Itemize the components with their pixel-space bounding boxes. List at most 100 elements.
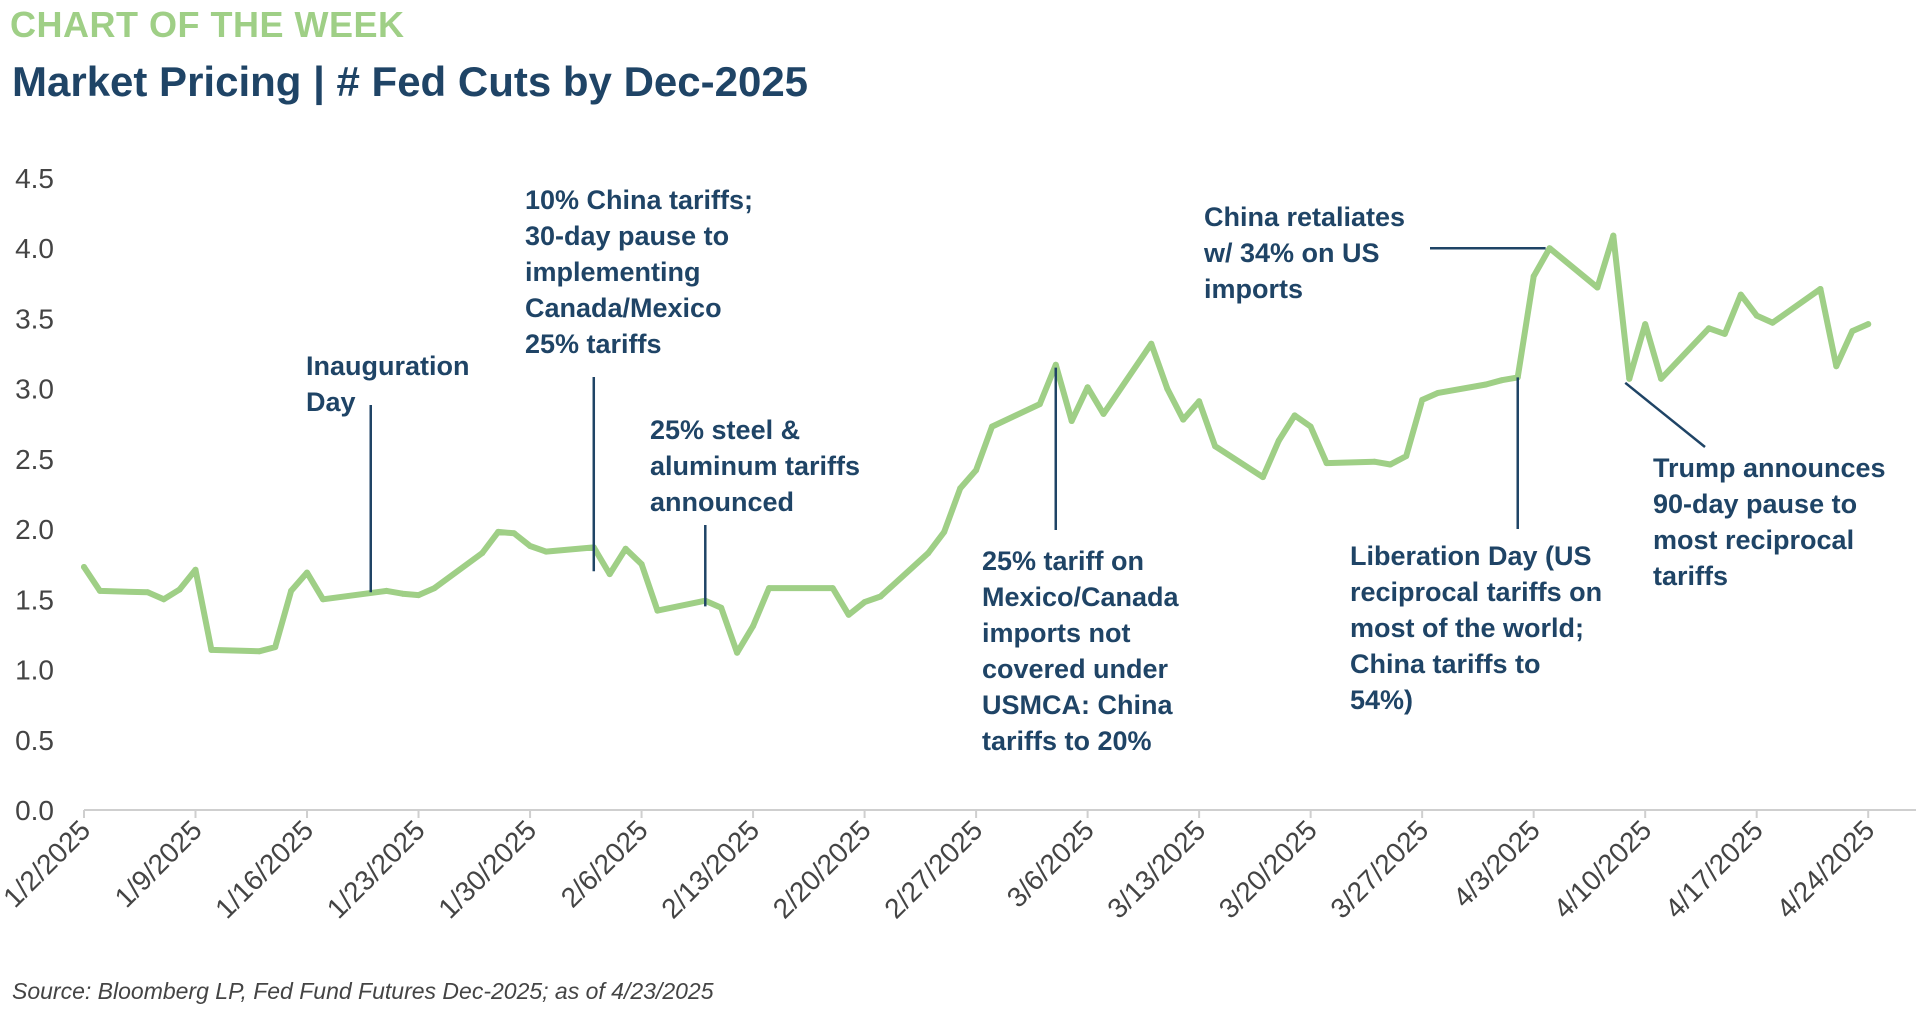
data-point [1498, 377, 1505, 384]
data-point [1291, 412, 1298, 419]
data-point [1435, 389, 1442, 396]
chart-annotations: Inauguration Day 10% China tariffs; 30-day … [306, 185, 1886, 756]
annotation-line: imports [1204, 274, 1303, 304]
data-point [383, 587, 390, 594]
data-point [1148, 340, 1155, 347]
data-point [1180, 416, 1187, 423]
data-point [1546, 245, 1553, 252]
x-tick-label: 1/2/2025 [0, 814, 96, 913]
annotation-line: 25% tariffs [525, 329, 662, 359]
x-tick-label: 1/16/2025 [209, 814, 319, 924]
data-point [1259, 474, 1266, 481]
data-point [256, 648, 263, 655]
annotation-line: imports not [982, 618, 1131, 648]
data-point [304, 569, 310, 576]
data-point [861, 599, 868, 606]
data-point [766, 585, 772, 592]
y-tick-label: 0.5 [15, 725, 54, 756]
data-point [1036, 401, 1043, 408]
data-point [1642, 321, 1649, 328]
annotation-line: Liberation Day (US [1350, 541, 1592, 571]
chart-source: Source: Bloomberg LP, Fed Fund Futures D… [12, 978, 714, 1004]
data-point [1275, 437, 1282, 444]
annotation-line: 54%) [1350, 685, 1413, 715]
data-point [1705, 325, 1712, 332]
data-point [941, 528, 948, 535]
annotation-line: Canada/Mexico [525, 293, 722, 323]
x-tick-label: 4/3/2025 [1447, 814, 1546, 913]
annotation-line: China tariffs to [1350, 649, 1541, 679]
annotation-line: most of the world; [1350, 613, 1584, 643]
data-point [1196, 398, 1203, 405]
annotation-line: 25% steel & [650, 415, 800, 445]
y-tick-label: 4.5 [15, 163, 54, 194]
data-point [1865, 321, 1872, 328]
data-point [1387, 461, 1394, 468]
data-point [734, 649, 741, 656]
x-tick-label: 3/6/2025 [1001, 814, 1100, 913]
data-point [1514, 374, 1521, 381]
data-point [989, 423, 995, 430]
annotation-line: USMCA: China [982, 690, 1173, 720]
data-point [415, 592, 422, 599]
data-point [606, 571, 613, 578]
data-point [622, 545, 629, 552]
data-point [1482, 381, 1489, 388]
data-point [718, 604, 725, 611]
data-point [272, 644, 279, 651]
y-tick-label: 3.0 [15, 374, 54, 405]
data-point [1419, 396, 1426, 403]
annotation-line: 10% China tariffs; [525, 185, 753, 215]
data-point [1323, 460, 1330, 467]
y-tick-label: 3.5 [15, 303, 54, 334]
annotation-line: Inauguration [306, 351, 470, 381]
data-point [1164, 385, 1171, 392]
annotation-text: Liberation Day (US reciprocal tariffs on m… [1350, 541, 1602, 715]
y-tick-label: 2.0 [15, 514, 54, 545]
annotation-text: Trump announces 90-day pause to most recip… [1653, 453, 1886, 591]
annotation-line: Mexico/Canada [982, 582, 1180, 612]
chart-axes: 0.00.51.01.52.02.53.03.54.04.51/2/2025 1/… [0, 163, 1916, 924]
data-point [1769, 319, 1776, 326]
data-point [96, 587, 103, 594]
annotation-line: tariffs [1653, 561, 1728, 591]
annotation-text: 10% China tariffs; 30-day pause to impleme… [525, 185, 753, 359]
data-point [1307, 423, 1314, 430]
annotation-text: Inauguration Day [306, 351, 470, 417]
data-point [479, 550, 486, 556]
data-point [973, 467, 980, 474]
data-point [1084, 384, 1091, 391]
annotation-line: 90-day pause to [1653, 489, 1857, 519]
x-tick-label: 3/27/2025 [1324, 814, 1434, 924]
data-point [192, 566, 199, 573]
data-point [543, 548, 549, 555]
x-tick-label: 4/10/2025 [1547, 814, 1657, 924]
x-tick-label: 2/20/2025 [767, 814, 877, 924]
x-tick-label: 2/27/2025 [878, 814, 988, 924]
data-point [1721, 330, 1728, 337]
data-point [1403, 453, 1410, 460]
annotation-line: 25% tariff on [982, 546, 1144, 576]
data-point [1371, 458, 1378, 465]
data-point [1052, 361, 1059, 368]
data-point [1817, 286, 1824, 292]
data-point [1658, 375, 1665, 382]
data-point [160, 596, 167, 603]
data-point [1594, 284, 1601, 291]
annotation-line: implementing [525, 257, 701, 287]
annotation-line: aluminum tariffs [650, 451, 860, 481]
x-tick-label: 1/23/2025 [321, 814, 431, 924]
y-tick-label: 4.0 [15, 233, 54, 264]
data-point [511, 530, 518, 537]
y-tick-label: 0.0 [15, 795, 54, 826]
data-point [288, 587, 295, 594]
data-point [208, 646, 215, 653]
data-point [399, 590, 406, 597]
data-point [1100, 410, 1107, 417]
annotation-text: 25% steel & aluminum tariffs announced [650, 415, 860, 517]
data-point [1737, 291, 1744, 298]
annotation-text: 25% tariff on Mexico/Canada imports not cov… [982, 546, 1180, 756]
x-tick-label: 4/17/2025 [1659, 814, 1769, 924]
data-point [654, 607, 661, 614]
annotation-leader-line [1624, 381, 1706, 448]
